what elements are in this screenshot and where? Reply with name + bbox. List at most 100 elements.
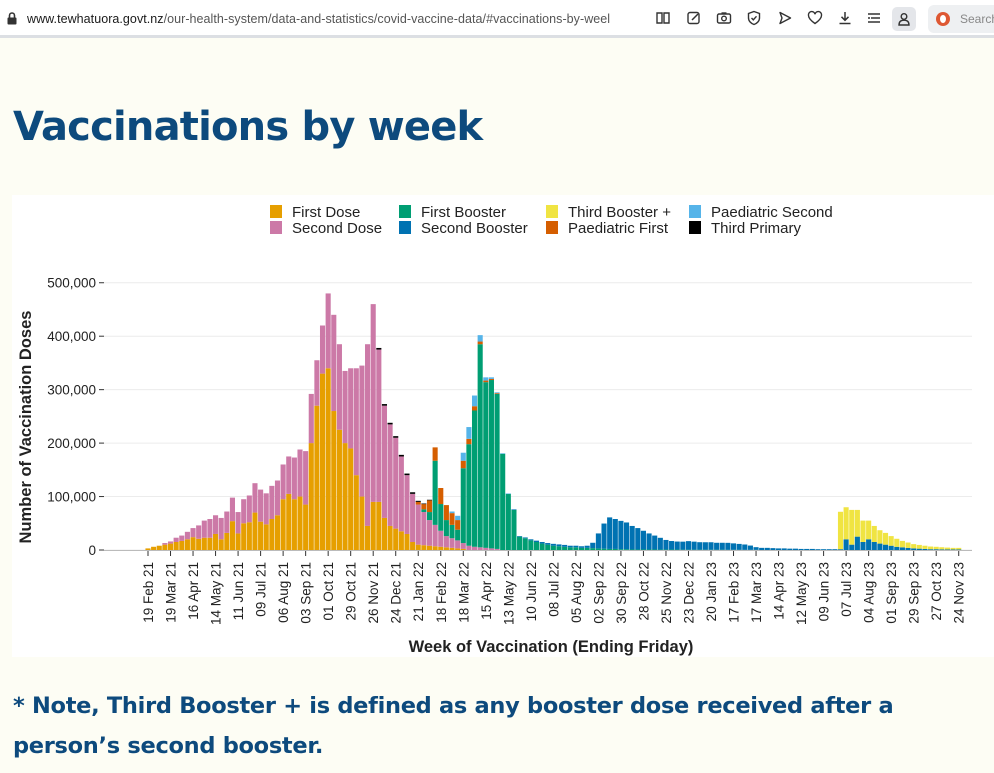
x-tick-label: 21 Jan 22 [411, 562, 426, 621]
bar-first-booster [669, 549, 675, 551]
bar-second-dose [494, 548, 500, 550]
bar-first-booster [646, 549, 652, 551]
edit-page-icon[interactable] [686, 10, 702, 26]
bar-second-dose [483, 547, 489, 550]
bar-second-booster [933, 549, 939, 550]
x-tick-label: 14 May 21 [209, 562, 224, 625]
bar-first-booster [674, 549, 680, 551]
bar-first-booster [590, 548, 596, 550]
download-icon[interactable] [837, 10, 853, 26]
bar-second-booster [871, 541, 877, 550]
y-tick-label: 500,000 [47, 276, 96, 291]
address-bar[interactable]: www.tewhatuora.govt.nz/our-health-system… [27, 12, 642, 26]
bar-second-dose [336, 344, 342, 430]
bar-third-booster [888, 536, 894, 546]
legend-item-second-dose: Second Dose [270, 220, 382, 237]
bar-first-booster [511, 509, 517, 550]
screenshot-icon[interactable] [716, 10, 732, 26]
bar-second-booster [545, 543, 551, 545]
bar-second-dose [179, 535, 185, 541]
bar-first-dose [167, 543, 174, 550]
bar-second-dose [258, 489, 264, 522]
bar-first-booster [528, 540, 534, 550]
bar-second-booster [759, 547, 765, 550]
bar-first-dose [156, 545, 162, 550]
bar-second-booster [708, 542, 714, 550]
bar-first-dose [415, 544, 421, 550]
bar-first-dose [410, 541, 416, 550]
bar-second-dose [196, 525, 202, 539]
bar-first-booster [697, 549, 703, 551]
bar-first-booster [471, 410, 478, 547]
legend-swatch [270, 205, 282, 218]
bar-first-booster [618, 549, 624, 550]
series-first-dose [145, 368, 466, 550]
x-tick-label: 05 Aug 22 [569, 562, 584, 623]
bar-second-booster [556, 544, 562, 547]
lock-icon [7, 12, 17, 25]
bar-first-booster [500, 453, 506, 550]
bar-first-booster [573, 547, 579, 550]
x-tick-label: 12 May 23 [794, 562, 809, 625]
shield-icon[interactable] [746, 10, 762, 26]
bar-second-dose [218, 517, 224, 540]
bar-third-booster [871, 525, 877, 542]
y-tick-label: 200,000 [47, 436, 96, 451]
bar-second-dose [348, 368, 354, 449]
bar-second-dose [353, 368, 359, 476]
bar-second-booster [533, 540, 540, 542]
x-tick-label: 18 Feb 22 [434, 562, 449, 623]
bar-third-booster [922, 545, 928, 549]
bar-first-dose [269, 519, 275, 550]
bar-first-dose [376, 501, 382, 550]
bar-first-booster [635, 549, 641, 551]
bar-third-booster [866, 520, 872, 540]
bar-first-booster [640, 549, 646, 551]
bar-first-booster [505, 493, 511, 550]
bar-third-primary [387, 422, 393, 425]
bar-third-booster [928, 546, 934, 550]
bar-second-booster [804, 548, 810, 550]
third-booster-note: * Note, Third Booster + is defined as an… [13, 693, 894, 759]
bar-second-dose [376, 349, 382, 502]
bar-paediatric-first [432, 447, 438, 461]
bar-paediatric-second [471, 395, 478, 407]
bar-paediatric-first [477, 341, 483, 345]
x-tick-label: 04 Aug 23 [862, 562, 877, 623]
bar-first-dose [291, 499, 297, 550]
x-tick-label: 24 Dec 21 [389, 562, 404, 624]
bar-second-dose [314, 360, 320, 406]
reader-view-icon[interactable] [655, 10, 671, 26]
bar-paediatric-second [483, 377, 489, 381]
search-box[interactable]: Search [928, 5, 994, 33]
bar-first-booster [432, 460, 438, 525]
bar-third-primary [426, 499, 433, 501]
bar-first-dose [252, 512, 258, 550]
bar-first-dose [438, 546, 444, 550]
heart-icon[interactable] [807, 10, 823, 26]
bar-second-booster [719, 542, 725, 550]
search-placeholder: Search [960, 12, 994, 26]
bar-third-booster [899, 540, 905, 548]
bar-first-booster [663, 549, 669, 551]
bars [145, 293, 962, 551]
send-icon[interactable] [777, 10, 793, 26]
bar-first-dose [213, 533, 219, 550]
bar-second-booster [832, 549, 838, 550]
bar-first-booster [455, 529, 461, 541]
series-first-booster [421, 344, 759, 551]
bar-third-booster [905, 542, 911, 548]
bar-first-booster [426, 512, 433, 521]
profile-button[interactable] [892, 7, 916, 31]
bar-second-booster [528, 539, 534, 541]
bar-first-dose [258, 521, 264, 550]
bar-first-booster [691, 549, 697, 551]
x-tick-label: 10 Jun 22 [524, 562, 539, 621]
bar-first-dose [145, 548, 151, 550]
y-tick-label: 300,000 [47, 383, 96, 398]
extensions-menu-icon[interactable] [866, 10, 882, 26]
bar-second-dose [184, 531, 190, 540]
bar-first-dose [404, 533, 410, 550]
bar-paediatric-second [505, 493, 511, 495]
